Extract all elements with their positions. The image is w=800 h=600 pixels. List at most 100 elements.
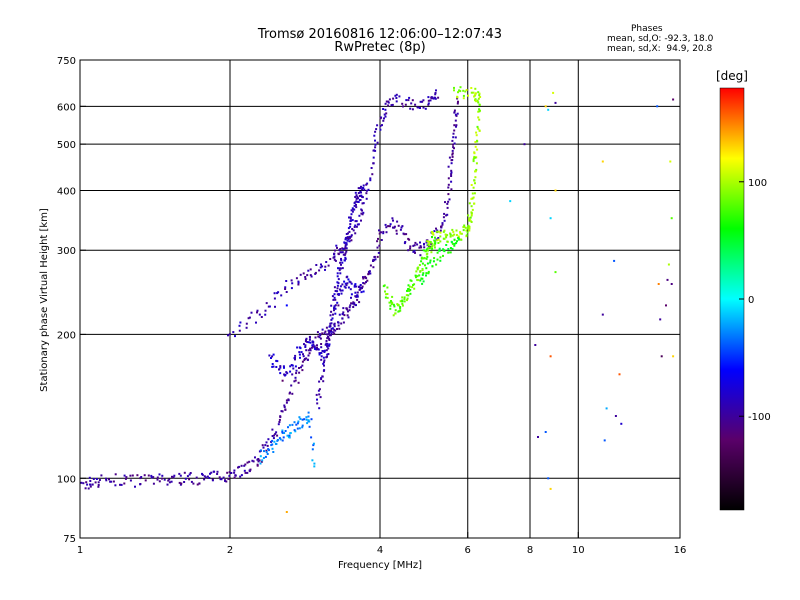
echo-points [80, 86, 675, 513]
echo-point [462, 97, 465, 100]
echo-point [451, 149, 454, 152]
echo-point [361, 188, 364, 191]
echo-point [670, 217, 673, 220]
stats-o-mode: mean, sd,O: -92.3, 18.0 [607, 34, 714, 44]
echo-point [189, 472, 192, 474]
echo-point [554, 101, 557, 104]
echo-point [372, 156, 375, 159]
echo-point [455, 124, 458, 127]
echo-point [178, 472, 181, 475]
echo-point [368, 270, 370, 273]
echo-point [238, 465, 241, 468]
echo-point [322, 369, 325, 372]
echo-point [437, 96, 440, 99]
echo-point [86, 483, 89, 486]
echo-point [437, 242, 440, 244]
echo-point [337, 324, 340, 327]
echo-point [475, 168, 478, 171]
echo-point [328, 334, 331, 337]
echo-point [312, 444, 315, 447]
echo-point [309, 268, 312, 271]
echo-point [392, 303, 395, 306]
echo-point [439, 229, 442, 232]
echo-point [342, 248, 345, 251]
echo-point [456, 95, 459, 98]
echo-point [124, 477, 127, 480]
echo-point [301, 369, 304, 372]
echo-point [233, 471, 236, 474]
echo-point [444, 201, 446, 204]
echo-point [450, 240, 453, 243]
echo-point [280, 294, 283, 297]
echo-point [271, 435, 274, 437]
echo-point [459, 231, 462, 234]
echo-point [289, 370, 292, 373]
echo-point [422, 272, 425, 275]
echo-point [285, 291, 288, 293]
echo-point [260, 316, 263, 318]
echo-point [125, 476, 128, 479]
echo-point [267, 305, 270, 308]
echo-point [271, 355, 274, 358]
echo-point [351, 210, 354, 213]
echo-point [382, 230, 385, 233]
echo-point [339, 248, 342, 250]
echo-point [340, 251, 343, 254]
echo-point [474, 93, 477, 96]
echo-point [334, 298, 337, 301]
echo-point [341, 267, 344, 270]
echo-point [294, 376, 297, 379]
echo-point [449, 232, 452, 235]
echo-point [275, 359, 278, 362]
echo-point [473, 192, 476, 195]
echo-point [319, 266, 322, 269]
echo-point [108, 478, 110, 481]
echo-point [456, 97, 459, 100]
echo-point [355, 200, 358, 203]
echo-point [601, 160, 604, 163]
echo-point [248, 469, 251, 472]
echo-point [300, 351, 303, 354]
echo-point [397, 224, 400, 227]
echo-point [603, 439, 606, 442]
echo-point [276, 439, 279, 442]
echo-point [348, 216, 350, 219]
echo-point [326, 333, 329, 336]
echo-point [308, 425, 311, 428]
echo-point [357, 192, 360, 195]
echo-point [284, 288, 287, 290]
echo-point [190, 480, 193, 483]
echo-point [474, 92, 477, 95]
echo-point [259, 449, 262, 452]
echo-point [233, 476, 236, 479]
echo-point [320, 378, 323, 381]
echo-point [408, 289, 411, 292]
echo-point [352, 229, 355, 232]
echo-point [265, 451, 268, 454]
echo-point [171, 475, 173, 478]
echo-point [339, 272, 342, 275]
echo-point [256, 311, 258, 314]
echo-point [450, 180, 453, 183]
echo-point [401, 299, 404, 302]
echo-point [316, 331, 319, 334]
echo-point [451, 242, 454, 245]
echo-point [244, 463, 247, 466]
echo-point [271, 447, 274, 450]
echo-point [265, 441, 268, 444]
echo-point [318, 407, 321, 410]
echo-point [340, 263, 342, 266]
echo-point [356, 223, 359, 226]
echo-point [354, 283, 357, 286]
echo-point [357, 187, 360, 190]
echo-point [289, 391, 291, 394]
echo-point [294, 365, 297, 368]
echo-point [237, 466, 239, 469]
echo-point [327, 353, 330, 355]
echo-point [97, 485, 100, 488]
echo-point [260, 460, 263, 463]
echo-point [349, 225, 352, 228]
echo-point [394, 312, 397, 315]
echo-point [281, 379, 284, 382]
echo-point [129, 479, 132, 482]
